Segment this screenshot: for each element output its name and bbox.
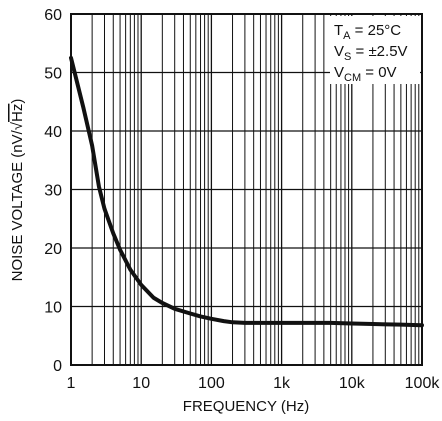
- condition-subscript: S: [344, 51, 351, 63]
- y-tick-label: 0: [53, 358, 62, 375]
- y-axis-title-main: NOISE VOLTAGE (nV/: [9, 129, 26, 281]
- y-tick-labels: 0 10 20 30 40 50 60: [44, 7, 62, 375]
- noise-voltage-curve: [69, 55, 424, 328]
- condition-value: = ±2.5V: [351, 43, 407, 60]
- y-axis-title-radical: √: [9, 121, 26, 130]
- x-tick-labels: 1 10 100 1k 10k 100k: [67, 375, 441, 392]
- y-tick-label: 50: [44, 66, 62, 83]
- condition-subscript: A: [343, 30, 351, 42]
- condition-value: = 25°C: [351, 22, 402, 39]
- condition-label: VCM = 0V: [334, 64, 397, 84]
- x-tick-label: 100k: [405, 375, 441, 392]
- condition-value: = 0V: [361, 64, 396, 81]
- y-axis-title: NOISE VOLTAGE (nV/√Hz): [9, 99, 26, 282]
- y-tick-label: 20: [44, 241, 62, 258]
- y-tick-label: 10: [44, 300, 62, 317]
- condition-symbol: V: [334, 43, 344, 60]
- x-tick-label: 10: [132, 375, 150, 392]
- x-tick-label: 10k: [339, 375, 366, 392]
- condition-symbol: T: [334, 22, 343, 39]
- y-tick-label: 60: [44, 7, 62, 24]
- condition-label: TA = 25°C: [334, 22, 401, 42]
- x-axis-title: FREQUENCY (Hz): [183, 398, 309, 415]
- x-tick-label: 1: [67, 375, 76, 392]
- y-tick-label: 30: [44, 183, 62, 200]
- x-tick-label: 100: [198, 375, 225, 392]
- y-axis-title-close: ): [9, 99, 26, 104]
- legend-background: [330, 16, 420, 84]
- y-axis-title-radicand: Hz: [9, 104, 26, 122]
- y-tick-label: 40: [44, 124, 62, 141]
- condition-subscript: CM: [344, 72, 361, 84]
- condition-symbol: V: [334, 64, 344, 81]
- condition-label: VS = ±2.5V: [334, 43, 408, 63]
- x-tick-label: 1k: [273, 375, 291, 392]
- plot-frame: [70, 13, 423, 366]
